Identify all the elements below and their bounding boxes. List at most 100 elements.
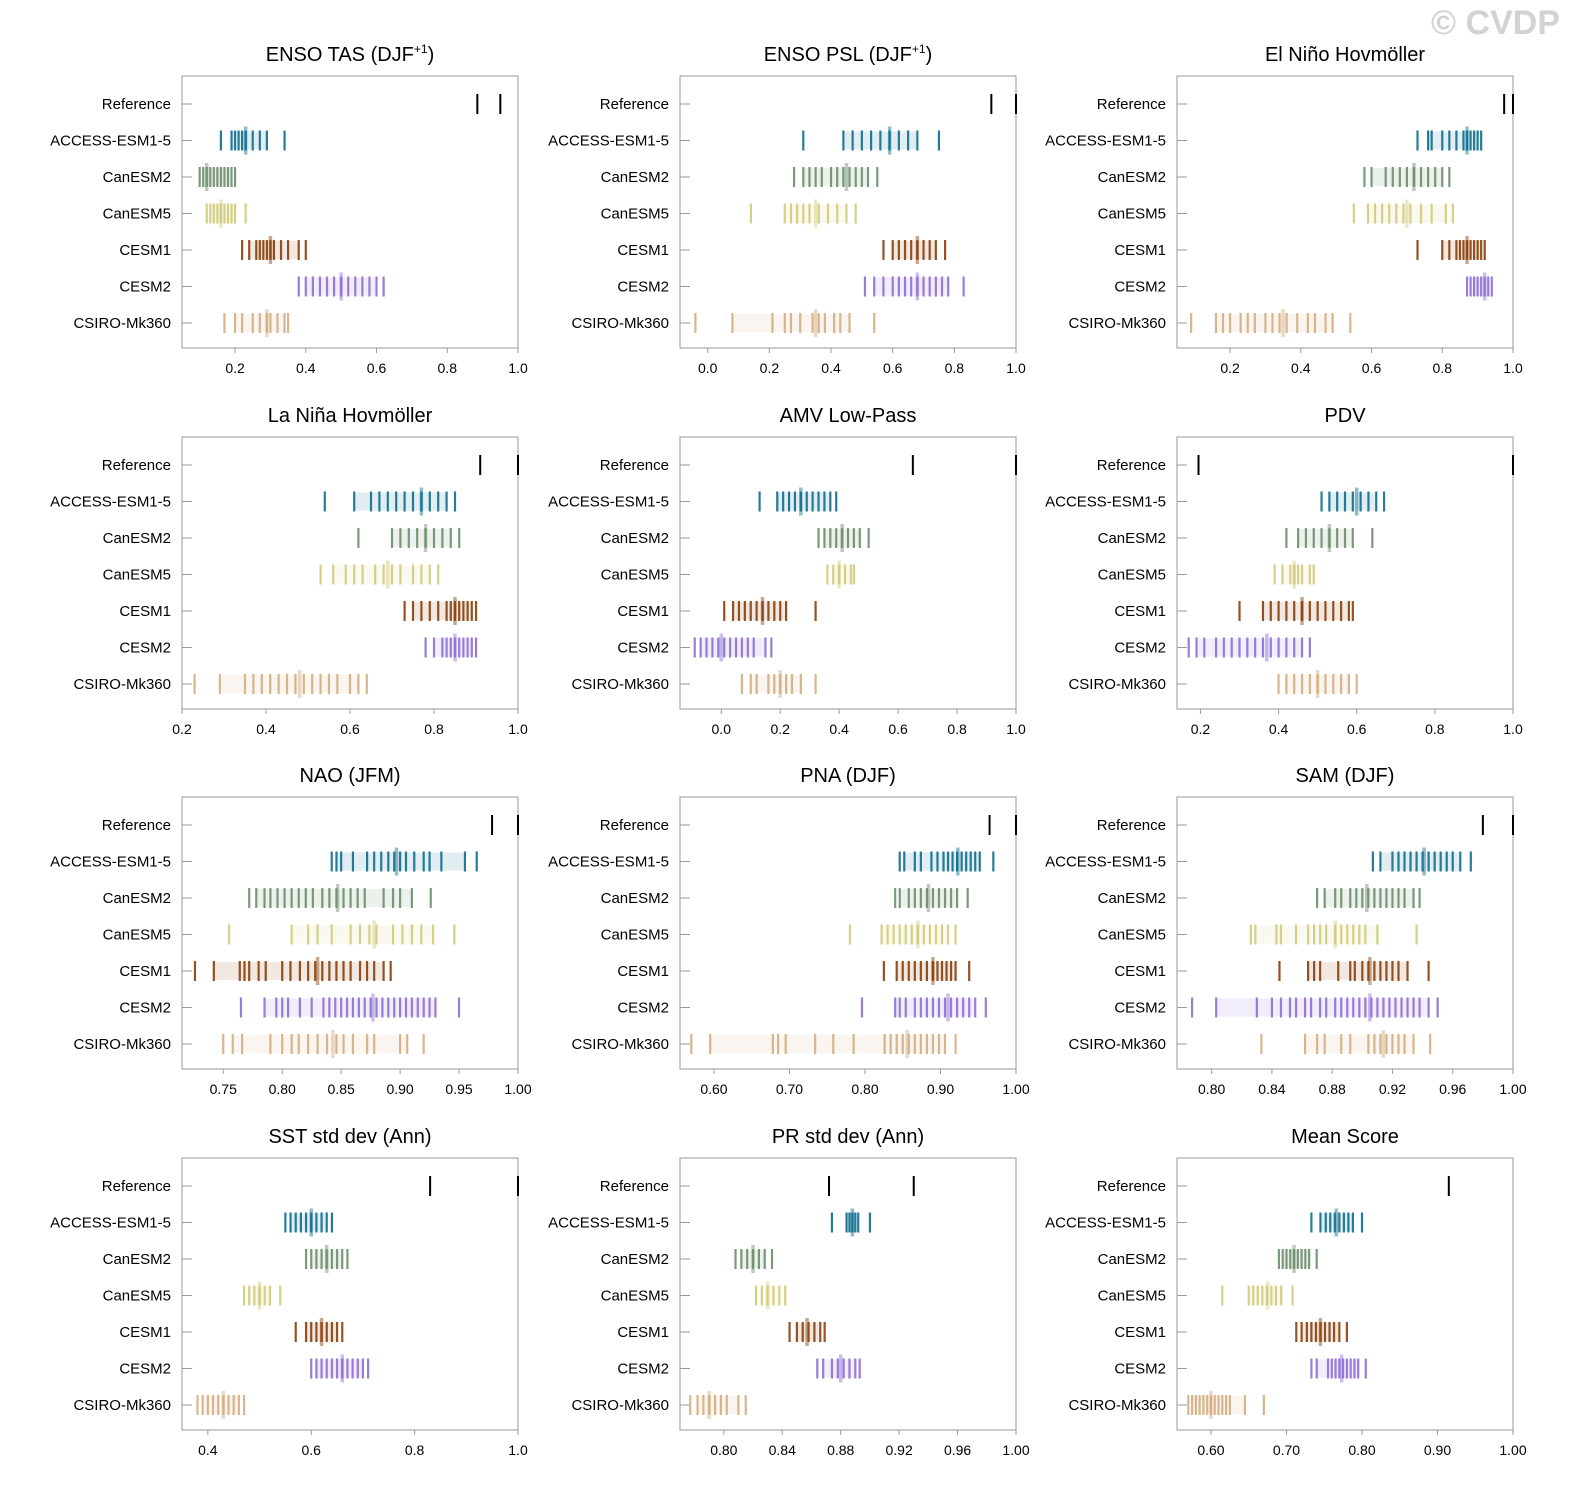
range-band <box>803 168 869 186</box>
y-tick-label: ACCESS-ESM1-5 <box>548 854 669 871</box>
range-band <box>333 565 430 584</box>
range-band <box>316 1359 363 1378</box>
range-band <box>710 1035 946 1053</box>
x-tick-label: 0.80 <box>1348 1442 1375 1458</box>
y-tick-label: CSIRO-Mk360 <box>571 676 669 693</box>
range-band <box>290 1213 327 1232</box>
y-tick-label: CESM1 <box>1114 1324 1166 1341</box>
y-tick-label: CanESM5 <box>601 206 669 223</box>
x-tick-label: 0.6 <box>1347 721 1367 737</box>
x-tick-label: 0.4 <box>256 721 276 737</box>
x-tick-label: 0.8 <box>1425 721 1445 737</box>
y-tick-label: ACCESS-ESM1-5 <box>50 133 171 150</box>
y-tick-label: CanESM5 <box>601 567 669 584</box>
x-tick-label: 0.2 <box>225 360 245 376</box>
x-tick-label: 1.00 <box>1002 1442 1029 1458</box>
y-tick-label: Reference <box>1097 96 1166 113</box>
panel-title: SAM (DJF) <box>1296 765 1395 787</box>
y-tick-label: CanESM2 <box>601 169 669 186</box>
y-tick-label: CanESM5 <box>103 206 171 223</box>
plot-frame <box>181 1157 519 1431</box>
y-tick-label: CESM1 <box>1114 963 1166 980</box>
panel-title: PR std dev (Ann) <box>772 1126 924 1148</box>
x-tick-label: 0.8 <box>438 360 458 376</box>
y-tick-label: CSIRO-Mk360 <box>1068 1036 1166 1053</box>
x-tick-label: 0.6 <box>1362 360 1382 376</box>
y-tick-label: Reference <box>600 1178 669 1195</box>
y-tick-label: CSIRO-Mk360 <box>1068 676 1166 693</box>
x-tick-label: 0.4 <box>821 360 841 376</box>
x-tick-label: 0.4 <box>296 360 316 376</box>
y-tick-label: Reference <box>102 96 171 113</box>
x-tick-label: 1.00 <box>1002 1081 1029 1097</box>
range-band <box>1298 529 1353 547</box>
range-band <box>1262 602 1349 620</box>
x-tick-label: 0.75 <box>210 1081 237 1097</box>
plot-frame <box>679 436 1017 710</box>
y-tick-label: CESM2 <box>1114 279 1166 296</box>
y-tick-label: CanESM5 <box>103 927 171 944</box>
range-band <box>777 492 831 511</box>
range-band <box>1282 565 1310 584</box>
range-band <box>881 925 949 944</box>
range-band <box>784 204 847 223</box>
x-tick-label: 0.8 <box>947 721 967 737</box>
x-tick-label: 1.0 <box>1006 721 1026 737</box>
y-tick-label: Reference <box>102 817 171 834</box>
x-tick-label: 1.0 <box>1503 360 1523 376</box>
x-tick-label: 0.88 <box>827 1442 854 1458</box>
y-tick-label: Reference <box>102 1178 171 1195</box>
x-tick-label: 0.8 <box>405 1442 425 1458</box>
y-tick-label: CESM2 <box>617 279 669 296</box>
y-tick-label: CESM1 <box>119 1324 171 1341</box>
range-band <box>213 962 384 980</box>
x-tick-label: 0.2 <box>770 721 790 737</box>
x-tick-label: 0.4 <box>1269 721 1289 737</box>
x-tick-label: 0.2 <box>172 721 192 737</box>
x-tick-label: 0.8 <box>424 721 444 737</box>
y-tick-label: CESM1 <box>617 242 669 259</box>
plot-frame <box>679 796 1017 1070</box>
y-tick-label: Reference <box>1097 817 1166 834</box>
y-tick-label: CanESM2 <box>601 530 669 547</box>
y-tick-label: CanESM2 <box>103 169 171 186</box>
y-tick-label: CanESM5 <box>1098 567 1166 584</box>
x-tick-label: 0.95 <box>445 1081 472 1097</box>
range-band <box>1428 131 1478 150</box>
x-tick-label: 1.00 <box>1499 1081 1526 1097</box>
range-band <box>413 602 472 620</box>
x-tick-label: 0.80 <box>851 1081 878 1097</box>
x-tick-label: 0.6 <box>301 1442 321 1458</box>
y-tick-label: CSIRO-Mk360 <box>1068 1397 1166 1414</box>
panel-title: SST std dev (Ann) <box>268 1126 431 1148</box>
x-tick-label: 0.80 <box>1198 1081 1225 1097</box>
y-tick-label: CESM1 <box>617 963 669 980</box>
y-tick-label: CESM2 <box>1114 1361 1166 1378</box>
x-tick-label: 1.0 <box>508 1442 528 1458</box>
x-tick-label: 0.84 <box>1258 1081 1285 1097</box>
x-tick-label: 0.70 <box>776 1081 803 1097</box>
y-tick-label: ACCESS-ESM1-5 <box>1045 494 1166 511</box>
x-tick-label: 1.0 <box>508 360 528 376</box>
range-band <box>231 131 267 150</box>
x-tick-label: 0.60 <box>700 1081 727 1097</box>
y-tick-label: CESM2 <box>1114 1000 1166 1017</box>
y-tick-label: CanESM5 <box>1098 1288 1166 1305</box>
plot-frame <box>679 1157 1017 1431</box>
watermark: © CVDP <box>1431 4 1560 42</box>
y-tick-label: CESM1 <box>617 1324 669 1341</box>
range-band <box>761 1286 780 1305</box>
y-tick-label: CSIRO-Mk360 <box>73 676 171 693</box>
range-band <box>202 1396 239 1414</box>
range-band <box>750 675 801 693</box>
y-tick-label: CSIRO-Mk360 <box>571 1036 669 1053</box>
y-tick-label: Reference <box>600 457 669 474</box>
plot-frame <box>679 75 1017 349</box>
y-tick-label: CESM1 <box>617 603 669 620</box>
x-tick-label: 0.60 <box>1197 1442 1224 1458</box>
x-tick-label: 0.70 <box>1273 1442 1300 1458</box>
x-tick-label: 0.92 <box>886 1442 913 1458</box>
plot-frame <box>181 796 519 1070</box>
panel-title: La Niña Hovmöller <box>268 405 433 427</box>
range-band <box>256 889 412 907</box>
